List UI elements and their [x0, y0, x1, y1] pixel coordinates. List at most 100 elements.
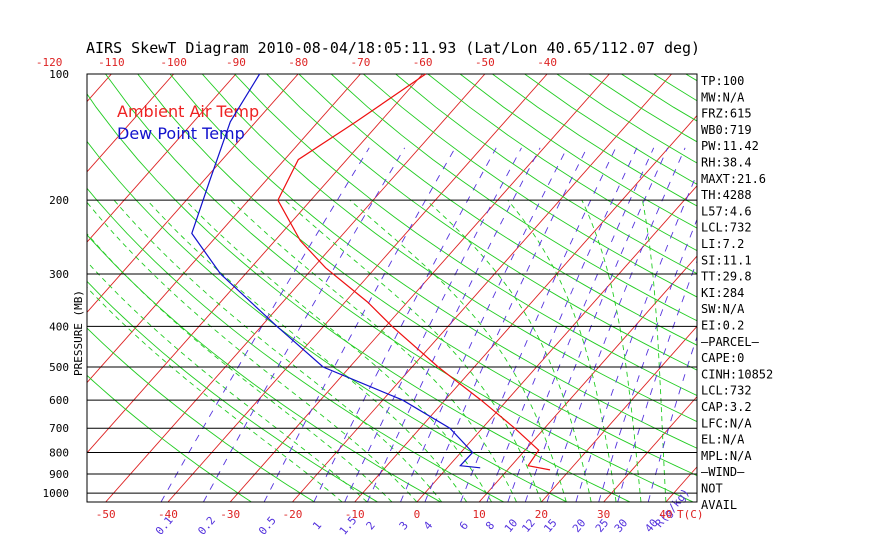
moist-adiabat-line: [284, 199, 542, 502]
isotherm-line: [87, 74, 237, 243]
index-label: CAPE:0: [701, 351, 744, 365]
top-temp-tick-label: -80: [288, 56, 308, 69]
dry-adiabat-line: [653, 74, 697, 102]
pressure-tick-label: 200: [49, 194, 69, 207]
mixing-ratio-tick-label: 8: [483, 519, 497, 532]
pressure-tick-label: 600: [49, 394, 69, 407]
top-temp-tick-label: -60: [413, 56, 433, 69]
pressure-tick-label: 500: [49, 361, 69, 374]
plot-area: [0, 74, 870, 504]
isotherm-line: [292, 74, 672, 502]
index-label: RH:38.4: [701, 156, 752, 170]
mixing-ratio-line: [460, 147, 617, 502]
moist-adiabat-line: [87, 201, 418, 502]
mixing-ratio-tick-label: 2: [364, 519, 378, 532]
mixing-ratio-tick-label: 4: [421, 519, 435, 533]
mixing-ratio-tick-label: 6: [457, 519, 471, 532]
isotherm-line: [87, 74, 423, 454]
pressure-tick-label: 700: [49, 422, 69, 435]
dewpoint-profile-line: [191, 73, 481, 469]
moist-adiabat-line: [87, 286, 343, 502]
top-temp-tick-label: -100: [160, 56, 187, 69]
index-label: MPL:N/A: [701, 449, 752, 463]
pressure-tick-label: 900: [49, 468, 69, 481]
index-label: CAP:3.2: [701, 400, 752, 414]
pressure-tick-label: 800: [49, 447, 69, 460]
index-label: NOT: [701, 482, 723, 496]
index-label: TT:29.8: [701, 270, 752, 284]
dry-adiabat-line: [87, 187, 505, 502]
index-label: AVAIL: [701, 498, 737, 512]
bottom-temp-tick-label: -10: [345, 508, 365, 521]
isotherm-line: [87, 74, 361, 384]
pressure-tick-label: 1000: [43, 487, 70, 500]
dry-adiabat-line: [427, 74, 697, 252]
index-label: LCL:732: [701, 384, 752, 398]
index-label: L57:4.6: [701, 204, 752, 218]
dry-adiabat-line: [234, 74, 697, 397]
isotherm-line: [790, 74, 870, 502]
dry-adiabat-line: [847, 74, 870, 504]
index-label: –PARCEL–: [701, 335, 760, 349]
index-label: MAXT:21.6: [701, 172, 766, 186]
dry-adiabat-line: [201, 74, 697, 423]
moist-adiabat-line: [87, 261, 368, 502]
isotherm-line: [87, 74, 299, 313]
top-temp-tick-label: -70: [350, 56, 370, 69]
index-label: FRZ:615: [701, 107, 752, 121]
moist-adiabat-line: [507, 199, 617, 502]
moist-adiabat-line: [113, 199, 443, 502]
mixing-ratio-line: [524, 147, 669, 502]
mixing-ratio-line: [160, 147, 370, 502]
index-label: SW:N/A: [701, 302, 745, 316]
dry-adiabat-line: [783, 74, 870, 504]
bottom-temp-tick-label: 0: [414, 508, 421, 521]
mixing-ratio-tick-label: 10: [502, 516, 520, 535]
bottom-temp-tick-label: -50: [96, 508, 116, 521]
bottom-temp-tick-label: 10: [473, 508, 486, 521]
x-axis-label: T(C): [677, 508, 704, 521]
index-label: EL:N/A: [701, 433, 745, 447]
index-label: TH:4288: [701, 188, 752, 202]
dry-adiabat-line: [395, 74, 697, 275]
dry-adiabat-line: [363, 74, 697, 298]
bottom-temp-tick-label: 40: [659, 508, 672, 521]
legend-dew-point-temp: Dew Point Temp: [117, 124, 245, 143]
index-label: EI:0.2: [701, 319, 744, 333]
index-label: WB0:719: [701, 123, 752, 137]
isotherm-line: [87, 74, 112, 103]
mixing-ratio-line: [263, 147, 456, 502]
moist-adiabat-line: [425, 199, 592, 502]
index-label: PW:11.42: [701, 139, 759, 153]
dry-adiabat-line: [169, 74, 697, 449]
dry-adiabat-line: [298, 74, 697, 346]
mixing-ratio-tick-label: 3: [397, 519, 411, 532]
isotherm-line: [87, 74, 174, 173]
isotherm-line: [229, 74, 610, 502]
index-label: CINH:10852: [701, 367, 773, 381]
index-label: MW:N/A: [701, 90, 745, 104]
moist-adiabat-line: [641, 200, 667, 502]
isotherm-line: [603, 395, 697, 502]
mixing-ratio-tick-label: 30: [612, 516, 630, 535]
moist-adiabat-line: [185, 199, 492, 502]
dry-adiabat-line: [459, 74, 697, 229]
index-label: TP:100: [701, 74, 744, 88]
pressure-tick-label: 400: [49, 320, 69, 333]
mixing-ratio-tick-label: 1: [310, 519, 324, 532]
isotherm-line: [0, 74, 49, 502]
pressure-tick-label: 300: [49, 268, 69, 281]
mixing-ratio-tick-label: 0.5: [256, 514, 279, 538]
top-temp-tick-label: -120: [36, 56, 63, 69]
index-label: LI:7.2: [701, 237, 744, 251]
top-temp-tick-label: -110: [98, 56, 125, 69]
isotherm-line: [728, 74, 870, 502]
y-axis-label: PRESSURE (MB): [72, 290, 85, 376]
moist-adiabat-line: [230, 199, 517, 502]
isotherm-line: [105, 74, 486, 502]
chart-title: AIRS SkewT Diagram 2010-08-04/18:05:11.9…: [86, 39, 700, 57]
dry-adiabat-line: [815, 74, 870, 504]
index-label: LFC:N/A: [701, 416, 752, 430]
mixing-ratio-line: [546, 147, 686, 502]
